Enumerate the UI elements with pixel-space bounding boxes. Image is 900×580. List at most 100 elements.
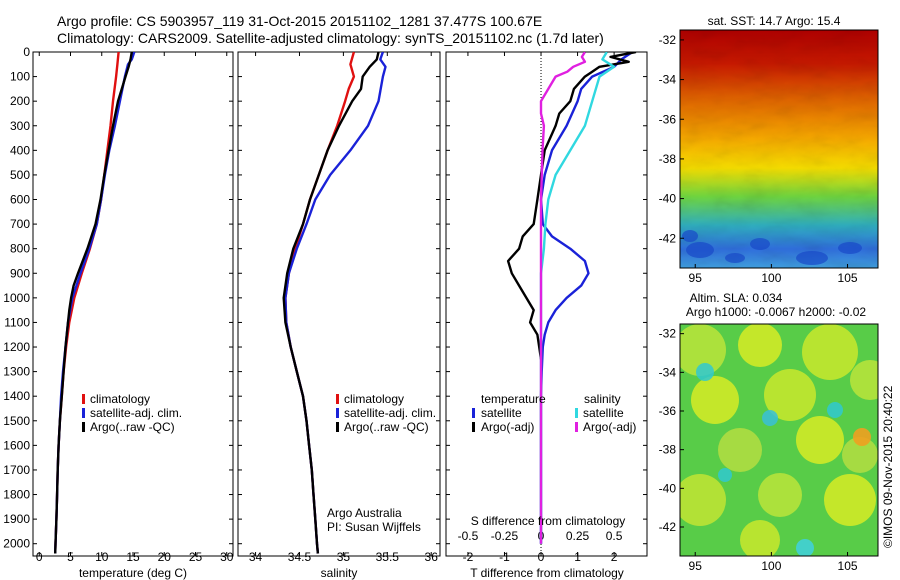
depth-tick-label: 600 [10, 193, 30, 207]
depth-tick-label: 1900 [3, 512, 30, 526]
salinity-plot-frame [237, 51, 441, 557]
sla-map-frame [679, 323, 879, 557]
x-tick-label: 20 [158, 550, 172, 564]
temperature-legend: climatology satellite-adj. clim. Argo(..… [82, 392, 182, 434]
map-y-tick-label: -32 [659, 327, 677, 341]
x-tick-label: 0 [36, 550, 43, 564]
sst-map-frame [679, 29, 879, 269]
depth-tick-label: 400 [10, 143, 30, 157]
salinity-depth-ticks [238, 51, 440, 545]
legend-swatch-s-satellite [575, 408, 578, 418]
depth-tick-label: 100 [10, 70, 30, 84]
legend-label-s-argo: Argo(-adj) [583, 420, 636, 434]
sla-low-eddy [718, 468, 732, 482]
sst-cold-patch [682, 230, 698, 242]
t-difference-axis-label: T difference from climatology [470, 566, 624, 580]
legend-label-climatology: climatology [90, 392, 150, 406]
s-diff-tick-label: 0.25 [566, 529, 590, 543]
difference-legend: temperature salinity satellite Argo(-adj… [472, 392, 636, 434]
legend-label-s-satellite: satellite [583, 406, 624, 420]
salinity-profile-panel: 34 34.5 35 35.5 36 climatology satellite-adj… [237, 51, 441, 580]
sst-field [680, 30, 878, 268]
series-line-temperature-argo-adj [506, 52, 637, 360]
map-y-tick-label: -38 [659, 443, 677, 457]
depth-tick-label: 2000 [3, 537, 30, 551]
sla-high-eddy [824, 474, 876, 526]
depth-tick-label: 1600 [3, 438, 30, 452]
map-y-tick-label: -34 [659, 365, 677, 379]
x-tick-label: 30 [220, 550, 234, 564]
temperature-series [54, 52, 136, 554]
series-line-salinity-argo-adj [539, 52, 587, 544]
depth-tick-label: 1300 [3, 365, 30, 379]
depth-axis: 0 100 200 300 400 500 600 700 800 900 1000 1100 1200… [3, 45, 233, 551]
depth-tick-label: 700 [10, 217, 30, 231]
depth-tick-label: 200 [10, 94, 30, 108]
x-tick-label: 25 [189, 550, 203, 564]
sla-high-eddy [738, 324, 782, 367]
salinity-legend: climatology satellite-adj. clim. Argo(..… [336, 392, 436, 434]
sla-high-eddy [802, 324, 858, 380]
sst-cold-patch [686, 242, 714, 258]
map-x-tick-label: 100 [761, 271, 781, 285]
sla-high-eddy [691, 376, 739, 424]
legend-label-t-argo: Argo(-adj) [481, 420, 534, 434]
depth-tick-label: 1100 [4, 315, 30, 329]
sla-low-eddy [827, 402, 843, 418]
difference-plot-frame [445, 51, 648, 557]
t-difference-axis: -2 -1 0 1 2 [463, 52, 618, 564]
map-x-tick-label: 100 [761, 559, 781, 573]
x-tick-label: 36 [425, 550, 439, 564]
sla-map-title-line1: Altim. SLA: 0.034 [690, 291, 783, 305]
sla-high-peak [853, 428, 871, 446]
sla-field [680, 324, 878, 556]
map-y-tick-label: -36 [659, 112, 677, 126]
x-tick-label: 2 [611, 550, 618, 564]
legend-label-satellite: satellite-adj. clim. [90, 406, 182, 420]
legend-swatch-argo [336, 422, 339, 432]
sst-cold-patch [838, 242, 862, 254]
depth-tick-label: 1000 [3, 291, 30, 305]
legend-title-temperature: temperature [481, 392, 546, 406]
temperature-axis: 0 5 10 15 20 25 30 [36, 52, 234, 564]
salinity-axis: 34 34.5 35 35.5 36 [249, 52, 438, 564]
legend-swatch-climatology [336, 394, 339, 404]
sla-high-eddy [796, 416, 844, 464]
temperature-profile-panel: 0100200300400500600700800900100011001200… [3, 45, 233, 580]
legend-label-argo: Argo(..raw -QC) [344, 420, 429, 434]
legend-label-argo: Argo(..raw -QC) [90, 420, 175, 434]
sla-low-eddy [696, 363, 714, 381]
figure-title-line2: Climatology: CARS2009. Satellite-adjuste… [57, 30, 604, 46]
series-line-argo-raw-qc [282, 52, 380, 554]
map-x-tick-label: 105 [838, 559, 858, 573]
salinity-axis-label: salinity [321, 566, 358, 580]
sst-cold-patch [796, 251, 828, 265]
x-tick-label: 35.5 [376, 550, 400, 564]
sst-cold-patch [750, 238, 770, 250]
sla-high-eddy [850, 360, 878, 400]
legend-swatch-satellite [336, 408, 339, 418]
depth-tick-label: 1400 [3, 389, 30, 403]
s-diff-tick-label: -0.25 [491, 529, 519, 543]
sla-map-axes: 95 100 105 -32 -34 -36 -38 -40 -42 [659, 327, 858, 573]
depth-tick-label: 1200 [3, 340, 30, 354]
x-tick-label: 34 [249, 550, 263, 564]
s-diff-tick-label: 0.5 [606, 529, 623, 543]
sla-low-eddy [762, 410, 778, 426]
map-y-tick-label: -38 [659, 152, 677, 166]
legend-swatch-t-satellite [472, 408, 475, 418]
sst-cold-patches [682, 230, 862, 265]
depth-tick-label: 900 [10, 266, 30, 280]
map-y-tick-label: -40 [659, 192, 677, 206]
depth-tick-label: 1500 [3, 414, 30, 428]
map-x-tick-label: 105 [838, 271, 858, 285]
x-tick-label: 15 [126, 550, 140, 564]
temperature-plot-frame [32, 51, 234, 557]
map-x-tick-label: 95 [689, 559, 703, 573]
x-tick-label: 35 [337, 550, 351, 564]
legend-swatch-satellite [82, 408, 85, 418]
sla-map-title-line2: Argo h1000: -0.0067 h2000: -0.02 [686, 305, 866, 319]
annotation-argo-australia: Argo Australia [327, 506, 402, 520]
legend-label-t-satellite: satellite [481, 406, 522, 420]
